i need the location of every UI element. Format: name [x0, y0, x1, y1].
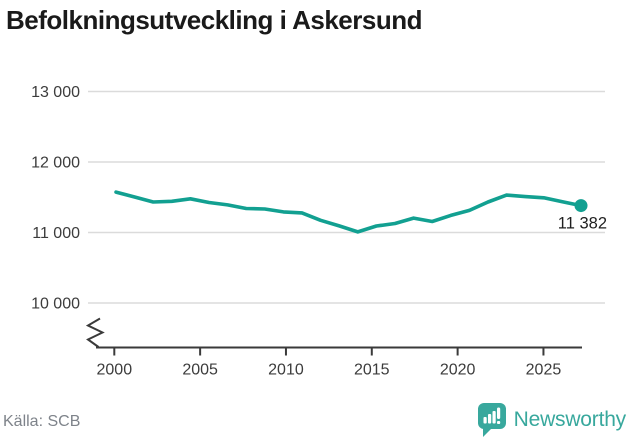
- y-axis-tick-label: 12 000: [31, 155, 80, 172]
- source-label: Källa: SCB: [3, 413, 81, 430]
- latest-value-label: 11 382: [558, 215, 607, 233]
- y-axis-tick-label: 13 000: [31, 84, 80, 101]
- population-line: [114, 190, 583, 234]
- x-axis-tick-label: 2020: [440, 362, 476, 379]
- x-axis-ticks: [113, 348, 545, 356]
- gridlines: [88, 90, 605, 304]
- newsworthy-wordmark: Newsworthy: [513, 408, 627, 431]
- y-axis-tick-label: 10 000: [31, 296, 80, 313]
- chart-title: Befolkningsutveckling i Askersund: [6, 5, 422, 35]
- axis-break-icon: [85, 317, 105, 348]
- newsworthy-logo: Newsworthy: [477, 402, 626, 438]
- x-axis-tick-label: 2010: [268, 362, 304, 379]
- x-axis-tick-label: 2025: [526, 362, 562, 379]
- y-axis-labels: 10 000 11 000 12 000 13 000: [31, 84, 80, 313]
- latest-point-marker: [574, 199, 588, 213]
- x-axis-labels: 2000 2005 2010 2015 2020 2025: [97, 362, 562, 379]
- newsworthy-logo-icon: [477, 403, 506, 437]
- x-axis-tick-label: 2000: [97, 362, 133, 379]
- y-axis-tick-label: 11 000: [32, 225, 80, 242]
- x-axis-tick-label: 2005: [182, 362, 218, 379]
- x-axis-tick-label: 2015: [354, 362, 390, 379]
